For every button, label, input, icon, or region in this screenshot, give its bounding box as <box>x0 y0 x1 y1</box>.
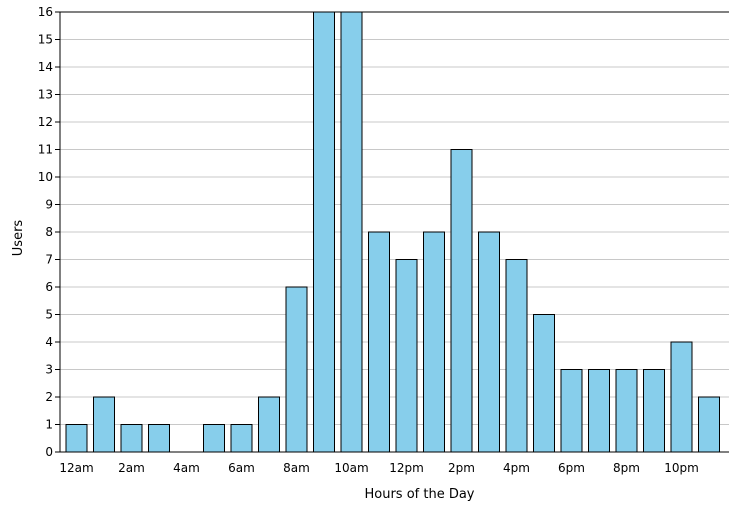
bar-3am <box>148 424 170 453</box>
bar-7pm <box>588 369 610 453</box>
y-tick-label: 4 <box>45 335 53 349</box>
y-tick-label: 8 <box>45 225 53 239</box>
bar-11am <box>368 231 390 453</box>
x-axis-title: Hours of the Day <box>364 487 474 502</box>
bar-5am <box>203 424 225 453</box>
x-tick-label: 2am <box>118 461 145 475</box>
y-tick-label: 3 <box>45 363 53 377</box>
x-tick-label: 6am <box>228 461 255 475</box>
y-axis-title: Users <box>11 220 26 257</box>
y-tick-label: 15 <box>38 33 53 47</box>
y-tick-label: 1 <box>45 418 53 432</box>
bar-2pm <box>450 149 473 453</box>
bar-1pm <box>423 231 445 453</box>
x-tick-label: 10am <box>334 461 368 475</box>
y-tick-label: 14 <box>38 60 53 74</box>
y-tick-label: 11 <box>38 143 53 157</box>
y-tick-label: 5 <box>45 308 53 322</box>
y-tick-label: 10 <box>38 170 53 184</box>
bar-3pm <box>478 231 500 453</box>
bar-10am <box>340 11 363 453</box>
bar-8pm <box>615 369 638 453</box>
y-tick-label: 12 <box>38 115 53 129</box>
bar-7am <box>258 396 280 453</box>
x-tick-label: 6pm <box>558 461 585 475</box>
bar-9am <box>313 11 335 453</box>
x-tick-label: 12am <box>59 461 93 475</box>
bar-12am <box>65 424 88 453</box>
bar-6am <box>230 424 253 453</box>
x-tick-label: 8am <box>283 461 310 475</box>
y-tick-label: 6 <box>45 280 53 294</box>
bar-11pm <box>698 396 720 453</box>
y-tick-label: 0 <box>45 445 53 459</box>
y-tick-label: 16 <box>38 5 53 19</box>
bar-2am <box>120 424 143 453</box>
bar-6pm <box>560 369 583 453</box>
x-tick-label: 2pm <box>448 461 475 475</box>
x-tick-labels: 12am 2am 4am 6am 8am 10am 12pm 2pm 4pm 6pm 8pm 10pm <box>59 461 698 475</box>
y-tick-label: 2 <box>45 390 53 404</box>
x-tick-label: 8pm <box>613 461 640 475</box>
x-tick-label: 4pm <box>503 461 530 475</box>
x-tick-label: 12pm <box>389 461 424 475</box>
bar-8am <box>285 286 308 453</box>
bar-5pm <box>533 314 555 453</box>
bars <box>65 11 720 453</box>
y-tick-label: 7 <box>45 253 53 267</box>
x-tick-label: 4am <box>173 461 200 475</box>
y-tick-label: 9 <box>45 198 53 212</box>
bar-10pm <box>670 341 693 453</box>
x-tick-label: 10pm <box>664 461 699 475</box>
bar-9pm <box>643 369 665 453</box>
bar-1am <box>93 396 115 453</box>
bar-12pm <box>395 259 418 453</box>
gridlines <box>60 11 729 425</box>
bar-4pm <box>505 259 528 453</box>
y-tick-label: 13 <box>38 88 53 102</box>
